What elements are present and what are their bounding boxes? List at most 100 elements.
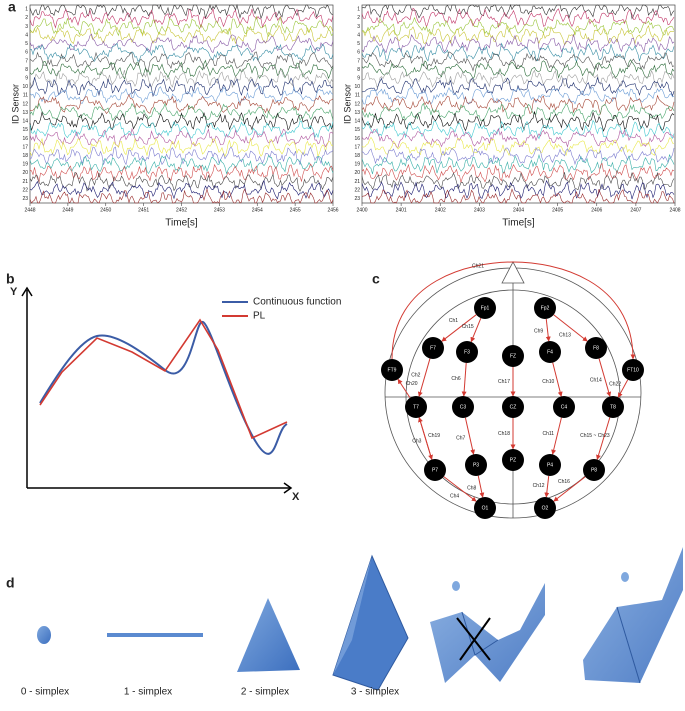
eeg-trace <box>361 7 675 28</box>
electrode-label: F3 <box>464 349 470 355</box>
electrode-label: F7 <box>430 345 436 351</box>
eeg-trace <box>29 127 334 148</box>
channel-arrow <box>443 476 477 502</box>
channel-label: Ch13 <box>559 332 571 338</box>
axis-arrows <box>21 286 293 494</box>
eeg-trace <box>361 34 675 54</box>
eeg-trace <box>29 171 334 192</box>
x-tick-label: 2450 <box>100 207 111 213</box>
x-tick-label: 2402 <box>435 207 446 213</box>
channel-arrow <box>598 358 612 397</box>
electrode-label: T7 <box>413 404 419 410</box>
eeg-trace <box>29 3 334 20</box>
sensor-label: 18 <box>22 153 28 159</box>
eeg-trace <box>29 187 334 204</box>
channel-label: Ch10 <box>542 379 554 385</box>
x-tick-label: 2406 <box>591 207 602 213</box>
sensor-label: 14 <box>22 119 28 125</box>
channel-label: Ch11 <box>542 431 554 437</box>
channel-arrow <box>617 379 629 398</box>
sensor-label: 6 <box>25 50 28 56</box>
eeg-trace <box>29 15 334 38</box>
x-axis-label: Time[s] <box>502 218 535 229</box>
electrode-label: F8 <box>593 345 599 351</box>
x-tick-label: 2454 <box>252 207 263 213</box>
eeg-trace <box>29 111 334 132</box>
x-tick-label: 2455 <box>290 207 301 213</box>
electrode <box>381 359 403 381</box>
sensor-label: 1 <box>25 7 28 13</box>
sensor-label: 5 <box>357 41 360 47</box>
sensor-label: 17 <box>354 144 360 150</box>
electrode-label: FZ <box>510 353 516 359</box>
channel-label: Ch2 <box>411 372 420 378</box>
sensor-label: 2 <box>25 15 28 21</box>
sensor-label: 13 <box>22 110 28 116</box>
channel-label: Ch14 <box>590 377 602 383</box>
channel-label: Ch17 <box>498 379 510 385</box>
channel-arrow <box>553 314 588 342</box>
channel-arrow <box>552 362 563 397</box>
channel-label: Ch3 <box>412 438 421 444</box>
sensor-label: 15 <box>22 127 28 133</box>
channel-arrow <box>464 417 476 455</box>
electrode <box>424 459 446 481</box>
channel-label: Ch18 <box>498 431 510 437</box>
channel-label: Ch15 <box>462 324 474 330</box>
eeg-trace <box>361 51 675 72</box>
simplex-caption: 1 - simplex <box>124 687 172 698</box>
eeg-trace <box>361 59 675 80</box>
channel-label: Ch15 ~ Ch23 <box>580 433 610 439</box>
eeg-trace <box>361 146 675 166</box>
sensor-label: 21 <box>22 179 28 185</box>
eeg-trace <box>361 179 675 200</box>
electrode <box>474 497 496 519</box>
y-axis-label: Y <box>10 286 18 298</box>
x-tick-label: 2408 <box>669 207 680 213</box>
eeg-trace <box>29 59 334 80</box>
electrode-label: C4 <box>561 404 568 410</box>
eeg-trace <box>29 93 334 114</box>
legend-label: Continuous function <box>253 297 341 308</box>
electrode <box>539 454 561 476</box>
channel-label: Ch1 <box>449 318 458 324</box>
x-tick-label: 2456 <box>327 207 338 213</box>
eeg-trace <box>29 146 334 166</box>
channel-label: Ch9 <box>534 328 543 334</box>
electrode <box>553 396 575 418</box>
channel-arrow <box>545 318 551 342</box>
sensor-label: 6 <box>357 50 360 56</box>
x-tick-label: 2404 <box>513 207 524 213</box>
eeg-trace <box>29 102 334 122</box>
y-axis-label: ID Sensor <box>342 84 352 124</box>
electrode <box>502 396 524 418</box>
electrode-label: PZ <box>510 457 516 463</box>
eeg-trace <box>361 162 675 183</box>
electrode-label: P4 <box>547 462 553 468</box>
channel-arrow <box>417 358 431 397</box>
x-tick-label: 2451 <box>138 207 149 213</box>
pl-curve <box>39 318 288 440</box>
channel-arrow <box>461 362 467 397</box>
legend-label: PL <box>253 311 266 322</box>
electrode <box>583 459 605 481</box>
electrode-label: Fp2 <box>541 305 550 311</box>
eeg-trace <box>361 42 675 63</box>
panel-label: a <box>8 0 16 15</box>
electrode <box>622 359 644 381</box>
sensor-label: 15 <box>354 127 360 133</box>
electrode <box>452 396 474 418</box>
sensor-label: 22 <box>22 187 28 193</box>
sensor-label: 11 <box>23 93 28 99</box>
electrode <box>585 337 607 359</box>
channel-label: Ch19 <box>428 433 440 439</box>
y-axis-label: ID Sensor <box>10 84 20 124</box>
eeg-trace <box>29 77 334 98</box>
simplices <box>37 547 683 691</box>
channels <box>391 261 636 502</box>
x-tick-label: 2452 <box>176 207 187 213</box>
sensor-label: 9 <box>357 76 360 82</box>
panel-label: b <box>6 271 15 287</box>
electrode-label: O1 <box>482 505 489 511</box>
eeg-trace <box>29 24 334 45</box>
